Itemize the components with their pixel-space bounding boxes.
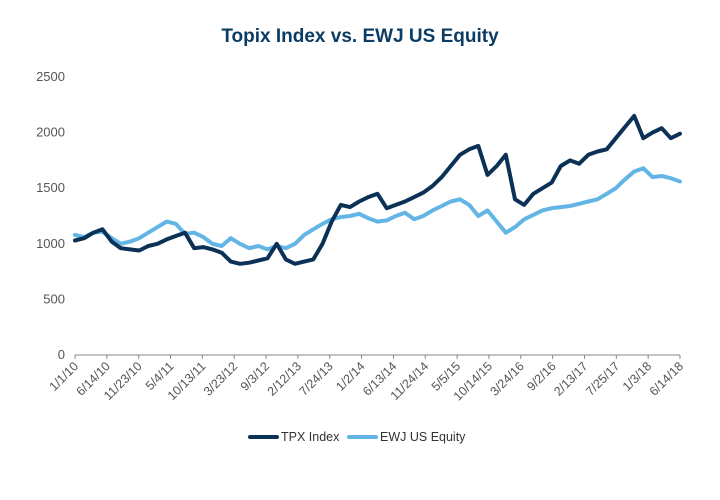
y-tick-label: 500 xyxy=(43,291,65,306)
y-tick-label: 0 xyxy=(58,347,65,362)
x-tick-label: 7/25/17 xyxy=(583,359,622,398)
y-tick-label: 2500 xyxy=(36,69,65,84)
y-axis: 0 500 1000 1500 2000 2500 xyxy=(36,69,65,362)
chart-title: Topix Index vs. EWJ US Equity xyxy=(221,26,499,47)
series-line-ewj-us-equity xyxy=(73,166,682,252)
x-axis: 1/1/106/14/1011/23/105/4/1110/13/113/23/… xyxy=(47,354,686,404)
x-tick-label: 3/23/12 xyxy=(201,359,240,398)
legend-label: EWJ US Equity xyxy=(380,430,466,444)
y-tick-label: 1000 xyxy=(36,236,65,251)
x-tick-label: 7/24/13 xyxy=(296,359,335,398)
y-tick-label: 1500 xyxy=(36,180,65,195)
y-tick-label: 2000 xyxy=(36,125,65,140)
x-tick-label: 2/13/17 xyxy=(551,359,590,398)
legend: TPX Index EWJ US Equity xyxy=(248,430,466,444)
series-group xyxy=(73,113,682,266)
x-tick-label: 2/12/13 xyxy=(265,359,304,398)
x-tick-label: 3/24/16 xyxy=(488,359,527,398)
legend-label: TPX Index xyxy=(281,430,340,444)
x-tick-label: 6/14/18 xyxy=(647,359,686,398)
series-line-tpx-index xyxy=(73,113,682,266)
